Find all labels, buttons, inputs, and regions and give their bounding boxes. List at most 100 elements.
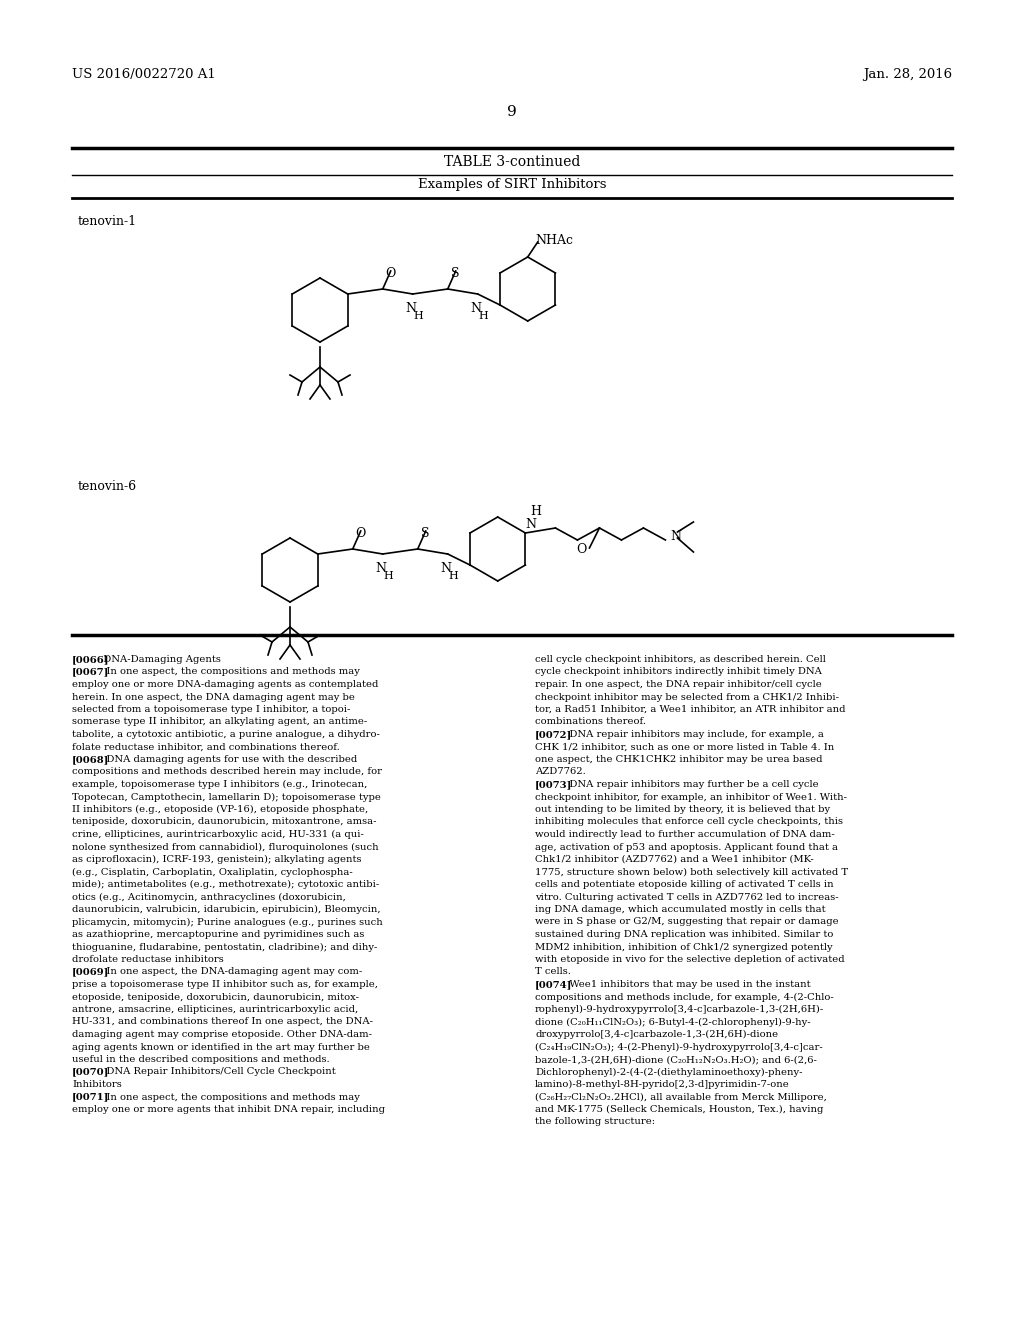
Text: selected from a topoisomerase type I inhibitor, a topoi-: selected from a topoisomerase type I inh… — [72, 705, 350, 714]
Text: [0067]: [0067] — [72, 668, 110, 676]
Text: employ one or more DNA-damaging agents as contemplated: employ one or more DNA-damaging agents a… — [72, 680, 379, 689]
Text: II inhibitors (e.g., etoposide (VP-16), etoposide phosphate,: II inhibitors (e.g., etoposide (VP-16), … — [72, 805, 369, 814]
Text: plicamycin, mitomycin); Purine analogues (e.g., purines such: plicamycin, mitomycin); Purine analogues… — [72, 917, 383, 927]
Text: combinations thereof.: combinations thereof. — [535, 718, 646, 726]
Text: inhibiting molecules that enforce cell cycle checkpoints, this: inhibiting molecules that enforce cell c… — [535, 817, 843, 826]
Text: (e.g., Cisplatin, Carboplatin, Oxaliplatin, cyclophospha-: (e.g., Cisplatin, Carboplatin, Oxaliplat… — [72, 867, 352, 876]
Text: nolone synthesized from cannabidiol), fluroquinolones (such: nolone synthesized from cannabidiol), fl… — [72, 842, 379, 851]
Text: N: N — [470, 302, 481, 315]
Text: H: H — [479, 312, 488, 321]
Text: rophenyl)-9-hydroxypyrrolo[3,4-c]carbazole-1,3-(2H,6H)-: rophenyl)-9-hydroxypyrrolo[3,4-c]carbazo… — [535, 1005, 824, 1014]
Text: [0071]: [0071] — [72, 1093, 110, 1101]
Text: In one aspect, the compositions and methods may: In one aspect, the compositions and meth… — [97, 1093, 360, 1101]
Text: H: H — [449, 572, 459, 581]
Text: S: S — [451, 267, 459, 280]
Text: and MK-1775 (Selleck Chemicals, Houston, Tex.), having: and MK-1775 (Selleck Chemicals, Houston,… — [535, 1105, 823, 1114]
Text: bazole-1,3-(2H,6H)-dione (C₂₀H₁₂N₂O₃.H₂O); and 6-(2,6-: bazole-1,3-(2H,6H)-dione (C₂₀H₁₂N₂O₃.H₂O… — [535, 1055, 817, 1064]
Text: thioguanine, fludarabine, pentostatin, cladribine); and dihy-: thioguanine, fludarabine, pentostatin, c… — [72, 942, 378, 952]
Text: tor, a Rad51 Inhibitor, a Wee1 inhibitor, an ATR inhibitor and: tor, a Rad51 Inhibitor, a Wee1 inhibitor… — [535, 705, 846, 714]
Text: H: H — [530, 506, 541, 517]
Text: useful in the described compositions and methods.: useful in the described compositions and… — [72, 1055, 330, 1064]
Text: compositions and methods include, for example, 4-(2-Chlo-: compositions and methods include, for ex… — [535, 993, 834, 1002]
Text: [0070]: [0070] — [72, 1068, 110, 1077]
Text: tabolite, a cytotoxic antibiotic, a purine analogue, a dihydro-: tabolite, a cytotoxic antibiotic, a puri… — [72, 730, 380, 739]
Text: US 2016/0022720 A1: US 2016/0022720 A1 — [72, 69, 216, 81]
Text: with etoposide in vivo for the selective depletion of activated: with etoposide in vivo for the selective… — [535, 954, 845, 964]
Text: out intending to be limited by theory, it is believed that by: out intending to be limited by theory, i… — [535, 805, 830, 814]
Text: N: N — [440, 562, 452, 576]
Text: [0073]: [0073] — [535, 780, 572, 789]
Text: T cells.: T cells. — [535, 968, 570, 977]
Text: prise a topoisomerase type II inhibitor such as, for example,: prise a topoisomerase type II inhibitor … — [72, 979, 378, 989]
Text: lamino)-8-methyl-8H-pyrido[2,3-d]pyrimidin-7-one: lamino)-8-methyl-8H-pyrido[2,3-d]pyrimid… — [535, 1080, 790, 1089]
Text: [0072]: [0072] — [535, 730, 572, 739]
Text: Chk1/2 inhibitor (AZD7762) and a Wee1 inhibitor (MK-: Chk1/2 inhibitor (AZD7762) and a Wee1 in… — [535, 855, 814, 865]
Text: NHAc: NHAc — [536, 234, 573, 247]
Text: example, topoisomerase type I inhibitors (e.g., Irinotecan,: example, topoisomerase type I inhibitors… — [72, 780, 368, 789]
Text: Wee1 inhibitors that may be used in the instant: Wee1 inhibitors that may be used in the … — [560, 979, 811, 989]
Text: tenovin-1: tenovin-1 — [78, 215, 137, 228]
Text: somerase type II inhibitor, an alkylating agent, an antime-: somerase type II inhibitor, an alkylatin… — [72, 718, 368, 726]
Text: ing DNA damage, which accumulated mostly in cells that: ing DNA damage, which accumulated mostly… — [535, 906, 825, 913]
Text: employ one or more agents that inhibit DNA repair, including: employ one or more agents that inhibit D… — [72, 1105, 385, 1114]
Text: Inhibitors: Inhibitors — [72, 1080, 122, 1089]
Text: antrone, amsacrine, ellipticines, aurintricarboxylic acid,: antrone, amsacrine, ellipticines, aurint… — [72, 1005, 358, 1014]
Text: drofolate reductase inhibitors: drofolate reductase inhibitors — [72, 954, 224, 964]
Text: DNA repair inhibitors may further be a cell cycle: DNA repair inhibitors may further be a c… — [560, 780, 819, 789]
Text: DNA repair inhibitors may include, for example, a: DNA repair inhibitors may include, for e… — [560, 730, 824, 739]
Text: O: O — [355, 527, 367, 540]
Text: MDM2 inhibition, inhibition of Chk1/2 synergized potently: MDM2 inhibition, inhibition of Chk1/2 sy… — [535, 942, 833, 952]
Text: crine, ellipticines, aurintricarboxylic acid, HU-331 (a qui-: crine, ellipticines, aurintricarboxylic … — [72, 830, 364, 840]
Text: In one aspect, the DNA-damaging agent may com-: In one aspect, the DNA-damaging agent ma… — [97, 968, 362, 977]
Text: HU-331, and combinations thereof In one aspect, the DNA-: HU-331, and combinations thereof In one … — [72, 1018, 373, 1027]
Text: age, activation of p53 and apoptosis. Applicant found that a: age, activation of p53 and apoptosis. Ap… — [535, 842, 838, 851]
Text: O: O — [577, 543, 587, 556]
Text: vitro. Culturing activated T cells in AZD7762 led to increas-: vitro. Culturing activated T cells in AZ… — [535, 892, 839, 902]
Text: would indirectly lead to further accumulation of DNA dam-: would indirectly lead to further accumul… — [535, 830, 835, 840]
Text: CHK 1/2 inhibitor, such as one or more listed in Table 4. In: CHK 1/2 inhibitor, such as one or more l… — [535, 742, 835, 751]
Text: DNA Repair Inhibitors/Cell Cycle Checkpoint: DNA Repair Inhibitors/Cell Cycle Checkpo… — [97, 1068, 336, 1077]
Text: teniposide, doxorubicin, daunorubicin, mitoxantrone, amsa-: teniposide, doxorubicin, daunorubicin, m… — [72, 817, 377, 826]
Text: tenovin-6: tenovin-6 — [78, 480, 137, 492]
Text: etoposide, teniposide, doxorubicin, daunorubicin, mitox-: etoposide, teniposide, doxorubicin, daun… — [72, 993, 359, 1002]
Text: Jan. 28, 2016: Jan. 28, 2016 — [863, 69, 952, 81]
Text: daunorubicin, valrubicin, idarubicin, epirubicin), Bleomycin,: daunorubicin, valrubicin, idarubicin, ep… — [72, 906, 381, 915]
Text: Examples of SIRT Inhibitors: Examples of SIRT Inhibitors — [418, 178, 606, 191]
Text: repair. In one aspect, the DNA repair inhibitor/cell cycle: repair. In one aspect, the DNA repair in… — [535, 680, 821, 689]
Text: In one aspect, the compositions and methods may: In one aspect, the compositions and meth… — [97, 668, 360, 676]
Text: Topotecan, Camptothecin, lamellarin D); topoisomerase type: Topotecan, Camptothecin, lamellarin D); … — [72, 792, 381, 801]
Text: folate reductase inhibitor, and combinations thereof.: folate reductase inhibitor, and combinat… — [72, 742, 340, 751]
Text: cells and potentiate etoposide killing of activated T cells in: cells and potentiate etoposide killing o… — [535, 880, 834, 888]
Text: TABLE 3-continued: TABLE 3-continued — [443, 154, 581, 169]
Text: Dichlorophenyl)-2-(4-(2-(diethylaminoethoxy)-pheny-: Dichlorophenyl)-2-(4-(2-(diethylaminoeth… — [535, 1068, 803, 1077]
Text: [0068]: [0068] — [72, 755, 110, 764]
Text: (C₂₆H₂₇Cl₂N₂O₂.2HCl), all available from Merck Millipore,: (C₂₆H₂₇Cl₂N₂O₂.2HCl), all available from… — [535, 1093, 826, 1102]
Text: mide); antimetabolites (e.g., methotrexate); cytotoxic antibi-: mide); antimetabolites (e.g., methotrexa… — [72, 880, 379, 890]
Text: H: H — [414, 312, 424, 321]
Text: H: H — [384, 572, 393, 581]
Text: DNA-Damaging Agents: DNA-Damaging Agents — [97, 655, 221, 664]
Text: one aspect, the CHK1CHK2 inhibitor may be urea based: one aspect, the CHK1CHK2 inhibitor may b… — [535, 755, 822, 764]
Text: DNA damaging agents for use with the described: DNA damaging agents for use with the des… — [97, 755, 357, 764]
Text: sustained during DNA replication was inhibited. Similar to: sustained during DNA replication was inh… — [535, 931, 834, 939]
Text: droxypyrrolo[3,4-c]carbazole-1,3-(2H,6H)-dione: droxypyrrolo[3,4-c]carbazole-1,3-(2H,6H)… — [535, 1030, 778, 1039]
Text: [0074]: [0074] — [535, 979, 572, 989]
Text: compositions and methods described herein may include, for: compositions and methods described herei… — [72, 767, 382, 776]
Text: checkpoint inhibitor may be selected from a CHK1/2 Inhibi-: checkpoint inhibitor may be selected fro… — [535, 693, 839, 701]
Text: N: N — [406, 302, 416, 315]
Text: were in S phase or G2/M, suggesting that repair or damage: were in S phase or G2/M, suggesting that… — [535, 917, 839, 927]
Text: as ciprofloxacin), ICRF-193, genistein); alkylating agents: as ciprofloxacin), ICRF-193, genistein);… — [72, 855, 361, 865]
Text: [0069]: [0069] — [72, 968, 110, 977]
Text: cycle checkpoint inhibitors indirectly inhibit timely DNA: cycle checkpoint inhibitors indirectly i… — [535, 668, 822, 676]
Text: aging agents known or identified in the art may further be: aging agents known or identified in the … — [72, 1043, 370, 1052]
Text: AZD7762.: AZD7762. — [535, 767, 586, 776]
Text: S: S — [421, 527, 429, 540]
Text: O: O — [386, 267, 396, 280]
Text: N: N — [525, 517, 536, 531]
Text: damaging agent may comprise etoposide. Other DNA-dam-: damaging agent may comprise etoposide. O… — [72, 1030, 372, 1039]
Text: dione (C₂₀H₁₁ClN₂O₃); 6-Butyl-4-(2-chlorophenyl)-9-hy-: dione (C₂₀H₁₁ClN₂O₃); 6-Butyl-4-(2-chlor… — [535, 1018, 811, 1027]
Text: checkpoint inhibitor, for example, an inhibitor of Wee1. With-: checkpoint inhibitor, for example, an in… — [535, 792, 847, 801]
Text: otics (e.g., Acitinomycin, anthracyclines (doxorubicin,: otics (e.g., Acitinomycin, anthracycline… — [72, 892, 346, 902]
Text: cell cycle checkpoint inhibitors, as described herein. Cell: cell cycle checkpoint inhibitors, as des… — [535, 655, 826, 664]
Text: 1775, structure shown below) both selectively kill activated T: 1775, structure shown below) both select… — [535, 867, 848, 876]
